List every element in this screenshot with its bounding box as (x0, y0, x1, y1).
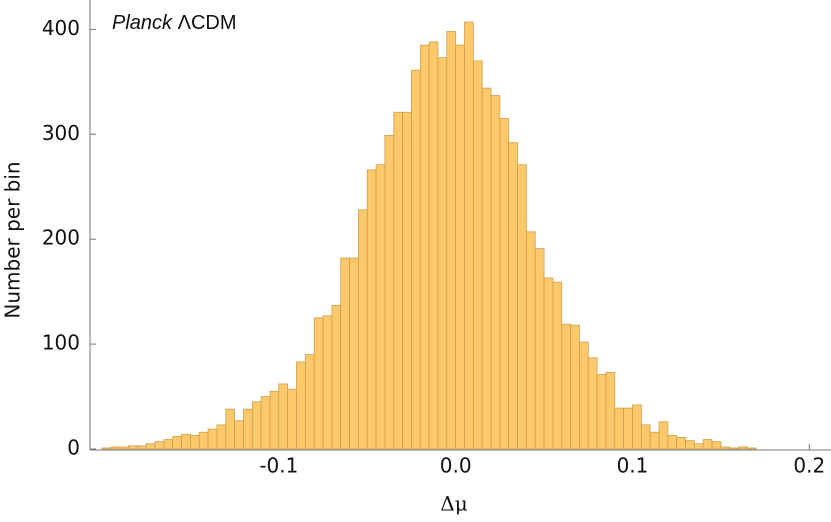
bar (358, 209, 368, 450)
bar (570, 324, 580, 450)
bar (658, 421, 669, 450)
bar (375, 164, 386, 450)
bar (163, 439, 174, 450)
y-axis-label: Number per bin (1, 161, 25, 318)
bar (198, 431, 209, 450)
bar (119, 446, 129, 450)
bar (287, 388, 297, 450)
bar (632, 404, 642, 450)
annotation: Planck ΛCDM (112, 12, 237, 34)
bar (243, 408, 253, 450)
bar (172, 436, 182, 450)
bar (411, 69, 421, 450)
bar (455, 44, 465, 450)
bar (720, 446, 731, 450)
bar (508, 142, 518, 450)
bar (729, 447, 739, 450)
x-tick-label: -0.1 (259, 454, 298, 478)
bar (322, 315, 333, 450)
bar (207, 428, 218, 450)
bar (190, 434, 200, 450)
bar (269, 390, 280, 450)
bar (702, 439, 713, 450)
y-tick-label: 200 (42, 226, 80, 250)
bar (693, 443, 704, 450)
bar (393, 111, 404, 450)
x-tick-label: 0.0 (440, 454, 472, 478)
bar (296, 361, 306, 450)
bar (234, 420, 244, 450)
x-axis-label: Δμ (440, 492, 467, 516)
bar (490, 95, 501, 450)
bar (101, 447, 112, 450)
x-tick-label: 0.1 (617, 454, 649, 478)
bar (640, 424, 651, 450)
annotation-rest: ΛCDM (178, 12, 237, 34)
bar (747, 447, 757, 450)
bar (525, 231, 536, 450)
bar (437, 57, 448, 450)
bar (402, 111, 412, 450)
bar (517, 164, 527, 450)
bar (587, 357, 598, 450)
bar (384, 134, 395, 450)
bar (366, 169, 377, 450)
bar (225, 408, 236, 450)
bar (128, 445, 138, 450)
bar (596, 374, 607, 450)
bar (260, 396, 271, 450)
y-tick-label: 300 (42, 121, 80, 145)
bar (623, 407, 633, 450)
bar (340, 257, 350, 450)
bar (216, 424, 227, 450)
bar (543, 277, 554, 450)
bar (419, 44, 430, 450)
y-tick-label: 0 (67, 436, 80, 460)
bar (349, 257, 359, 450)
annotation-italic: Planck (112, 12, 173, 34)
bar (331, 304, 342, 450)
bar (552, 281, 563, 450)
bar (313, 317, 324, 450)
x-tick-label: 0.2 (793, 454, 825, 478)
bar (110, 446, 121, 450)
bar (614, 407, 625, 450)
bar (481, 87, 492, 450)
y-tick-label: 400 (42, 16, 80, 40)
bar (464, 21, 474, 450)
bar (251, 401, 262, 450)
bar (446, 31, 457, 450)
bar (136, 445, 147, 450)
bar (685, 440, 695, 450)
bar (667, 434, 678, 450)
bar (605, 372, 616, 450)
bar (472, 60, 483, 450)
bar (676, 437, 686, 450)
y-tick-label: 100 (42, 331, 80, 355)
bar (579, 341, 589, 450)
bar (304, 354, 315, 450)
bar (499, 118, 510, 450)
bar (738, 446, 748, 450)
bar (154, 441, 165, 450)
bar (278, 383, 289, 450)
bar (649, 431, 660, 450)
bar (711, 441, 722, 450)
bar (145, 443, 156, 450)
bar (561, 323, 571, 450)
bar (181, 433, 191, 450)
bar (534, 248, 545, 450)
bar (428, 41, 439, 450)
